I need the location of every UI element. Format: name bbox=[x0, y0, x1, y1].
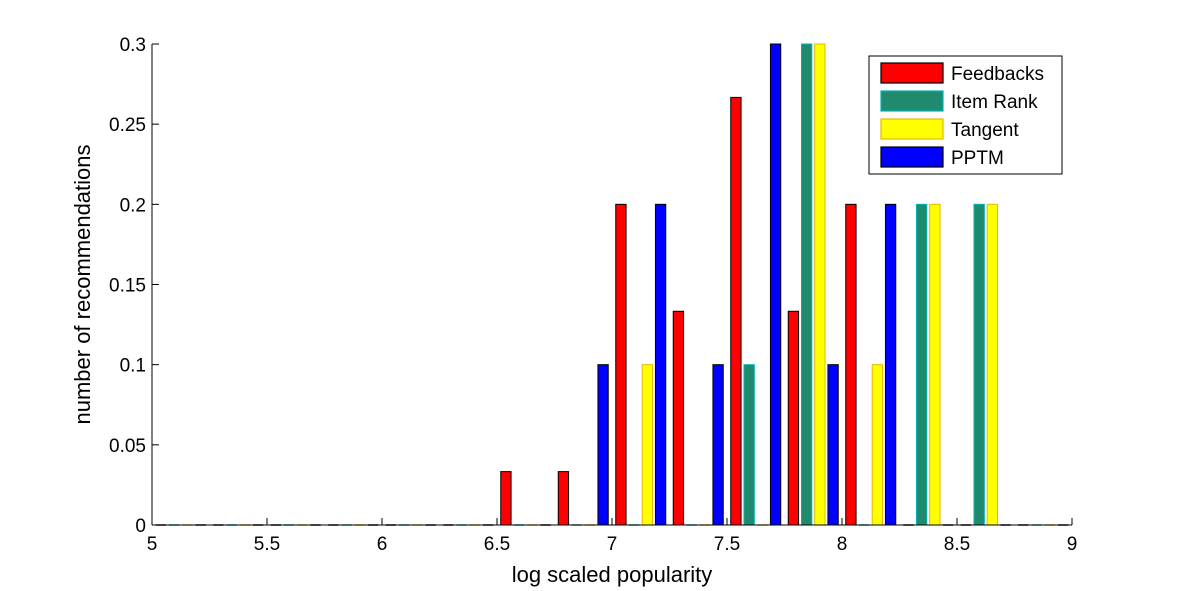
bar-pptm-7 bbox=[597, 364, 609, 526]
bar-feedbacks-9 bbox=[672, 310, 685, 526]
y-axis-label: number of recommendations bbox=[70, 144, 95, 424]
x-tick-label: 5 bbox=[147, 534, 158, 555]
legend-swatch bbox=[880, 118, 944, 140]
bar-pptm-12 bbox=[884, 203, 897, 526]
bar-tangent-8 bbox=[641, 364, 654, 526]
legend-label: Tangent bbox=[951, 120, 1019, 141]
x-tick-label: 8.5 bbox=[944, 534, 970, 555]
legend-swatch bbox=[880, 146, 944, 168]
x-tick-label: 8 bbox=[837, 534, 848, 555]
bar-tangent-14 bbox=[986, 203, 999, 526]
x-tick-label: 6.5 bbox=[484, 534, 510, 555]
x-tick-label: 9 bbox=[1067, 534, 1078, 555]
bar-feedbacks-10 bbox=[730, 96, 742, 526]
legend-label: PPTM bbox=[951, 148, 1004, 169]
bar-pptm-11 bbox=[827, 364, 839, 526]
y-tick-label: 0 bbox=[135, 516, 146, 537]
legend-label: Item Rank bbox=[951, 92, 1038, 113]
bar-pptm-9 bbox=[712, 364, 724, 526]
x-tick-label: 7.5 bbox=[714, 534, 740, 555]
bar-item-rank-11 bbox=[800, 43, 813, 526]
bars-group bbox=[155, 43, 1069, 526]
legend-swatch bbox=[880, 62, 944, 84]
legend-swatch bbox=[880, 90, 944, 112]
legend: Feedbacks Item Rank Tangent PPTM bbox=[868, 55, 1063, 175]
bar-pptm-10 bbox=[769, 43, 782, 526]
bar-feedbacks-7 bbox=[557, 471, 570, 526]
bar-feedbacks-11 bbox=[787, 310, 800, 526]
legend-label: Feedbacks bbox=[951, 64, 1044, 85]
bar-item-rank-14 bbox=[973, 203, 985, 526]
bar-item-rank-10 bbox=[743, 364, 755, 526]
y-tick-label: 0.2 bbox=[120, 195, 146, 216]
bar-feedbacks-6 bbox=[500, 471, 512, 526]
y-tick-label: 0.3 bbox=[120, 35, 146, 56]
bar-feedbacks-12 bbox=[845, 203, 857, 526]
bar-tangent-12 bbox=[871, 364, 884, 526]
bar-item-rank-13 bbox=[915, 203, 928, 526]
bar-feedbacks-8 bbox=[615, 203, 627, 526]
y-tick-label: 0.25 bbox=[109, 115, 146, 136]
y-tick-label: 0.15 bbox=[109, 276, 146, 297]
x-tick-label: 6 bbox=[377, 534, 388, 555]
bar-pptm-8 bbox=[654, 203, 667, 526]
x-axis-label: log scaled popularity bbox=[512, 562, 713, 587]
ticks-group: 5 5.5 6 6.5 7 7.5 8 8.5 9 0 0.05 0.1 0.15 0.2 0.25 0.3 bbox=[109, 35, 1077, 555]
y-tick-label: 0.05 bbox=[109, 436, 146, 457]
bar-tangent-13 bbox=[929, 203, 941, 526]
y-tick-label: 0.1 bbox=[120, 356, 146, 377]
bar-tangent-11 bbox=[814, 43, 826, 526]
x-tick-label: 5.5 bbox=[254, 534, 280, 555]
x-tick-label: 7 bbox=[607, 534, 618, 555]
